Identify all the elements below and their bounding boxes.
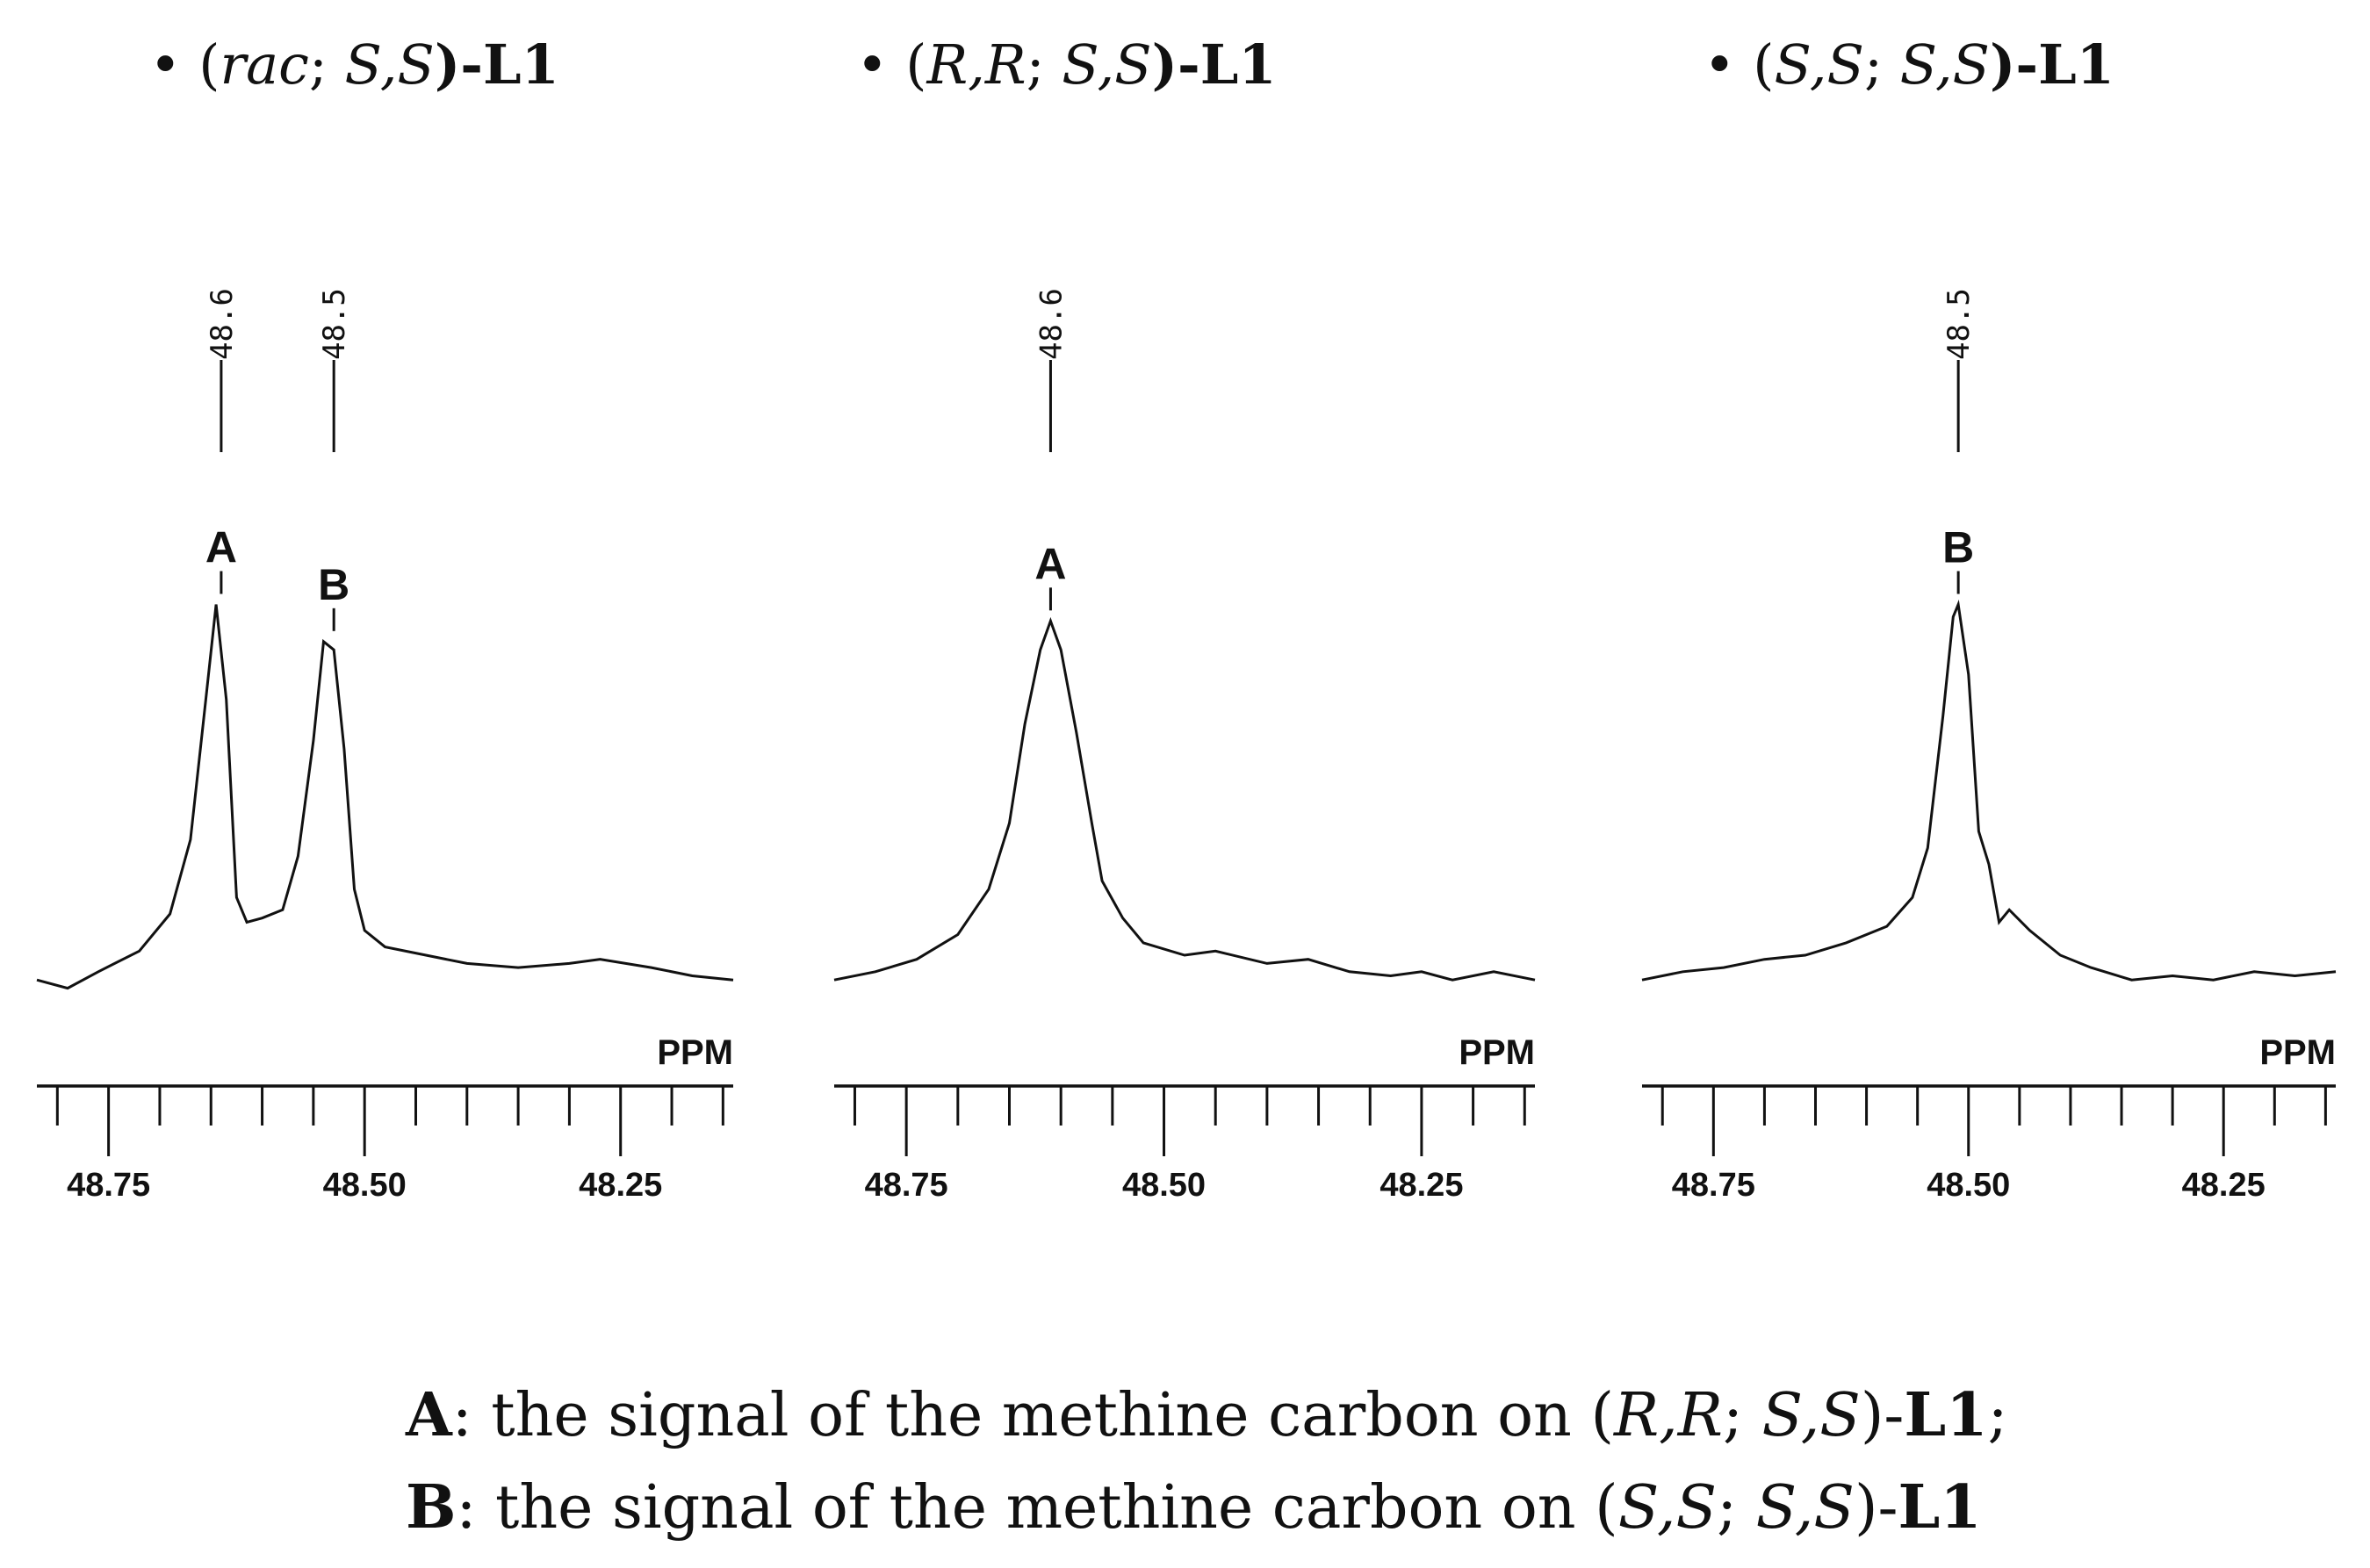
peak-value: 48.6 (1034, 288, 1069, 360)
x-tick-label: 48.25 (579, 1167, 662, 1204)
spectrum-panel-rr-ss: • (R,R; S,S)-L1 A 48.6 48.75 48.50 48.25 PP… (833, 32, 1536, 1204)
panel-title: • (S,S; S,S)-L1 (1704, 32, 2114, 97)
caption-line-a: A: the signal of the methine carbon on (… (405, 1380, 2007, 1450)
caption-line-b: B: the signal of the methine carbon on (… (406, 1472, 1982, 1543)
x-axis-ticks: 48.75 48.50 48.25 (1660, 1086, 2327, 1204)
x-tick-label: 48.50 (323, 1167, 407, 1204)
panel-title: • (R,R; S,S)-L1 (856, 32, 1276, 97)
x-axis-unit-label: PPM (1459, 1033, 1535, 1072)
x-tick-label: 48.75 (865, 1167, 948, 1204)
panel-title: • (rac; S,S)-L1 (149, 32, 559, 97)
peak-value: 48.6 (205, 288, 240, 360)
peak-value: 48.5 (1941, 288, 1977, 360)
peak-label: A (1034, 539, 1066, 588)
x-tick-label: 48.75 (67, 1167, 150, 1204)
x-tick-label: 48.50 (1122, 1167, 1206, 1204)
peak-value: 48.5 (317, 288, 352, 360)
x-axis-unit-label: PPM (2259, 1033, 2336, 1072)
peak-label: B (1942, 523, 1974, 572)
x-tick-label: 48.75 (1672, 1167, 1755, 1204)
spectrum-trace (1641, 599, 2337, 982)
spectrum-trace (36, 604, 734, 990)
x-tick-label: 48.25 (1379, 1167, 1463, 1204)
peak-annotations: A 48.6 (1034, 288, 1069, 611)
spectrum-panel-ss-ss: • (S,S; S,S)-L1 B 48.5 48.75 48.50 48.25 PP… (1641, 32, 2337, 1204)
peak-label: A (205, 523, 237, 572)
x-axis-unit-label: PPM (657, 1033, 733, 1072)
x-tick-label: 48.50 (1927, 1167, 2010, 1204)
spectrum-trace (833, 616, 1536, 982)
x-axis-ticks: 48.75 48.50 48.25 (55, 1086, 724, 1204)
peak-annotations: A 48.6 B 48.5 (205, 288, 352, 631)
x-axis-ticks: 48.75 48.50 48.25 (853, 1086, 1526, 1204)
peak-label: B (318, 560, 349, 609)
peak-annotations: B 48.5 (1941, 288, 1977, 594)
x-tick-label: 48.25 (2182, 1167, 2266, 1204)
